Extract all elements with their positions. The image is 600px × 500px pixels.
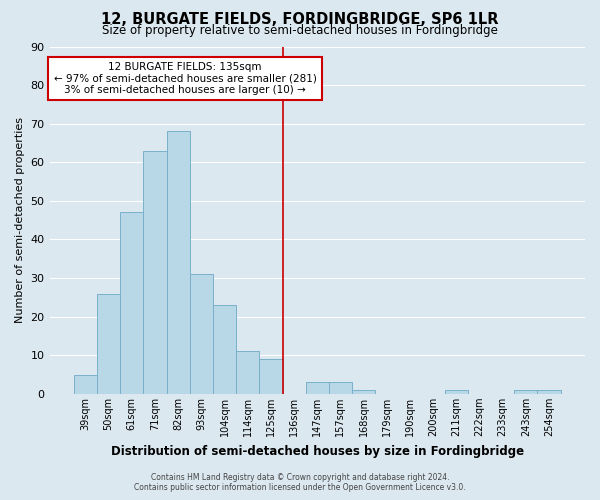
Bar: [120, 212, 143, 394]
Text: 12 BURGATE FIELDS: 135sqm
← 97% of semi-detached houses are smaller (281)
3% of : 12 BURGATE FIELDS: 135sqm ← 97% of semi-…: [54, 62, 317, 95]
Text: 12, BURGATE FIELDS, FORDINGBRIDGE, SP6 1LR: 12, BURGATE FIELDS, FORDINGBRIDGE, SP6 1…: [101, 12, 499, 28]
Y-axis label: Number of semi-detached properties: Number of semi-detached properties: [15, 117, 25, 323]
Bar: [259, 359, 283, 394]
Bar: [514, 390, 538, 394]
X-axis label: Distribution of semi-detached houses by size in Fordingbridge: Distribution of semi-detached houses by …: [111, 444, 524, 458]
Bar: [167, 132, 190, 394]
Bar: [213, 305, 236, 394]
Text: Size of property relative to semi-detached houses in Fordingbridge: Size of property relative to semi-detach…: [102, 24, 498, 37]
Bar: [190, 274, 213, 394]
Bar: [329, 382, 352, 394]
Bar: [352, 390, 375, 394]
Text: Contains HM Land Registry data © Crown copyright and database right 2024.
Contai: Contains HM Land Registry data © Crown c…: [134, 473, 466, 492]
Bar: [305, 382, 329, 394]
Bar: [445, 390, 468, 394]
Bar: [97, 294, 120, 394]
Bar: [236, 352, 259, 394]
Bar: [538, 390, 560, 394]
Bar: [143, 150, 167, 394]
Bar: [74, 374, 97, 394]
